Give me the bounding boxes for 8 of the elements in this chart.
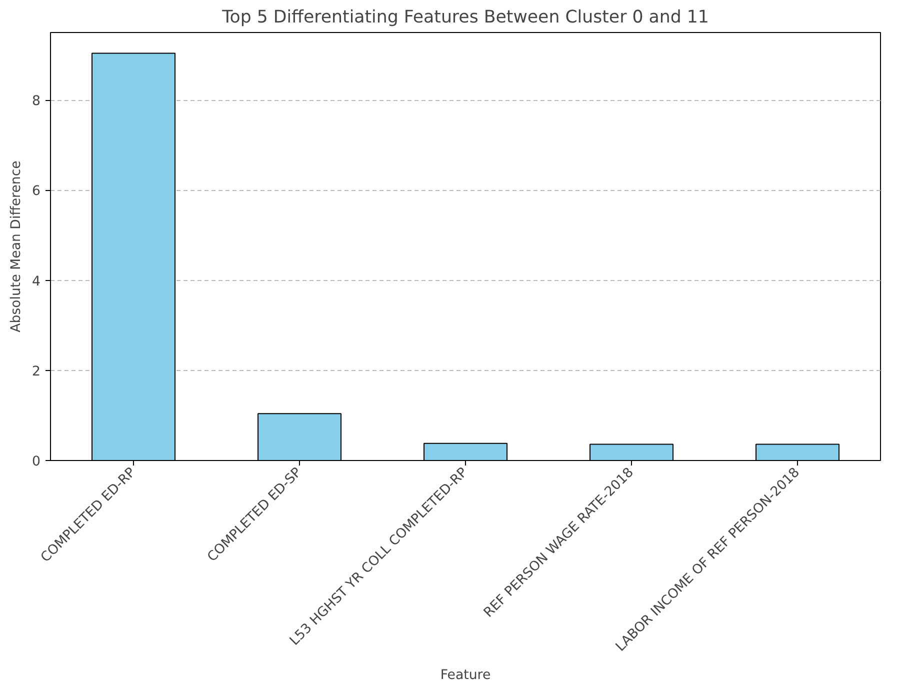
y-tick-label: 2 [32,364,41,380]
y-tick-label: 8 [32,94,41,110]
y-tick-label: 0 [32,454,41,470]
x-axis-title: Feature [440,668,491,683]
y-tick-label: 6 [32,184,41,200]
y-axis-title: Absolute Mean Difference [9,160,24,332]
chart-title: Top 5 Differentiating Features Between Cluster 0 and 11 [221,8,709,28]
y-tick-label: 4 [32,274,41,290]
